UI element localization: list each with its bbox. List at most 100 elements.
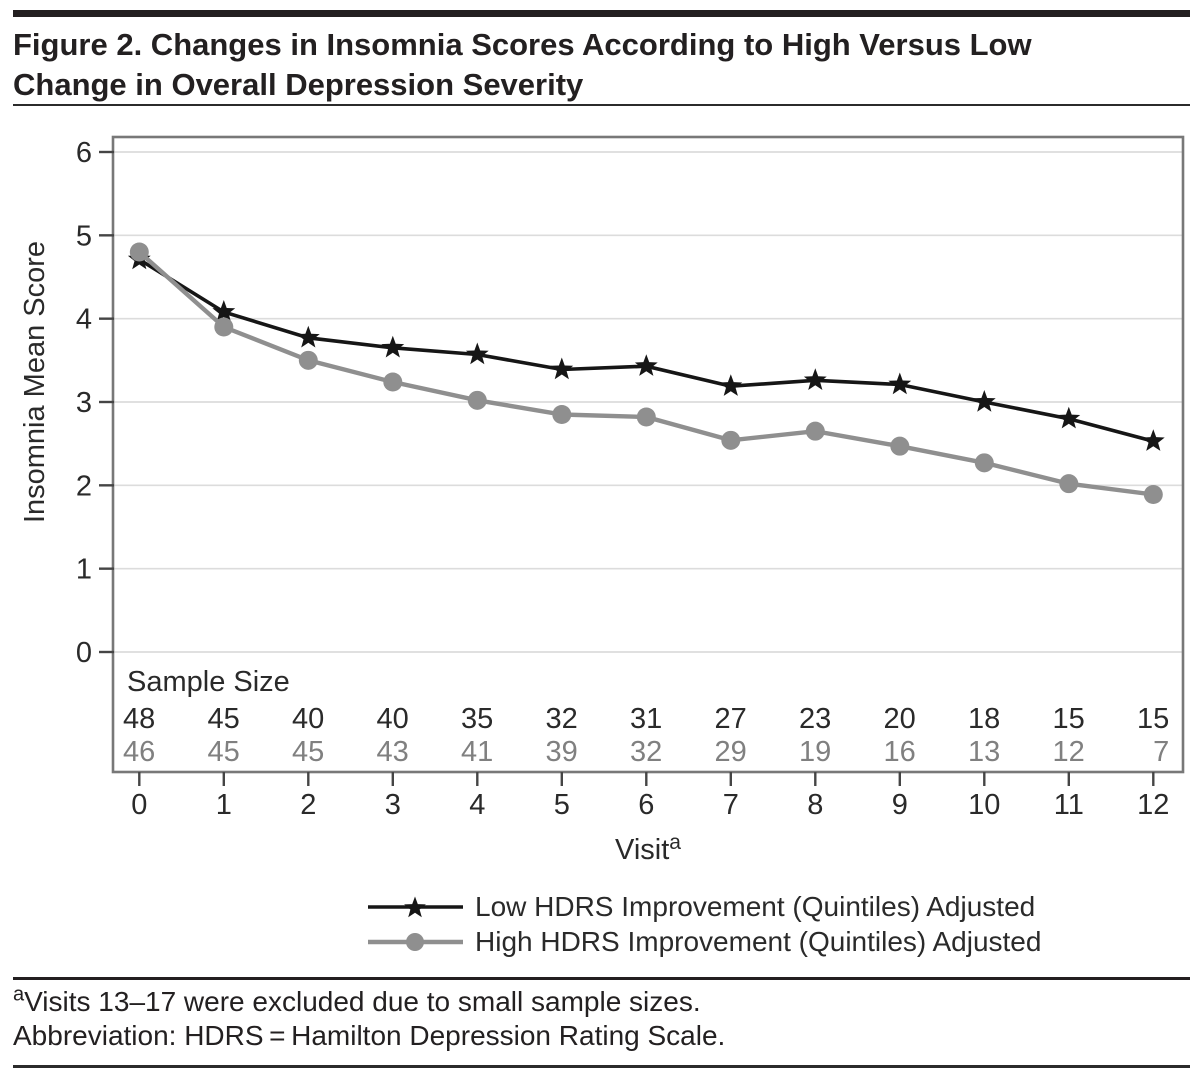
- circle-marker: [552, 405, 572, 424]
- svg-text:45: 45: [208, 736, 240, 768]
- figure-title: Figure 2. Changes in Insomnia Scores Acc…: [13, 25, 1188, 105]
- circle-marker: [721, 430, 741, 450]
- x-axis: 0 1 2 3 4 5 6 7 8 9 10 11 12: [131, 772, 1169, 821]
- footnote-rule: [13, 977, 1190, 980]
- star-marker: [888, 372, 912, 395]
- svg-text:4: 4: [469, 789, 485, 821]
- svg-text:0: 0: [131, 789, 147, 821]
- svg-text:23: 23: [799, 703, 831, 735]
- footnote-2-text: Abbreviation: HDRS = Hamilton Depression…: [13, 1020, 726, 1051]
- series-high-hdrs: [129, 242, 1163, 504]
- legend-marker-high-circle-icon: [368, 928, 463, 956]
- svg-text:2: 2: [300, 789, 316, 821]
- circle-marker: [298, 350, 318, 370]
- svg-text:45: 45: [208, 703, 240, 735]
- svg-text:6: 6: [76, 137, 92, 169]
- footnote-2: Abbreviation: HDRS = Hamilton Depression…: [13, 1019, 1188, 1053]
- svg-text:2: 2: [76, 470, 92, 502]
- svg-text:15: 15: [1053, 703, 1085, 735]
- gridlines: [113, 151, 1183, 653]
- circle-marker: [1059, 474, 1079, 494]
- circle-marker: [805, 421, 825, 441]
- circle-marker: [890, 436, 910, 456]
- star-marker: [212, 300, 236, 322]
- legend-marker-low-star-icon: [368, 893, 463, 921]
- svg-text:29: 29: [715, 736, 747, 768]
- chart-legend: Low HDRS Improvement (Quintiles) Adjuste…: [368, 891, 1041, 958]
- svg-text:39: 39: [546, 736, 578, 768]
- star-marker: [634, 354, 658, 376]
- svg-text:9: 9: [892, 789, 908, 821]
- circle-marker: [467, 390, 487, 410]
- svg-text:40: 40: [292, 703, 324, 735]
- svg-text:15: 15: [1137, 703, 1169, 735]
- star-marker: [1141, 429, 1165, 451]
- svg-text:1: 1: [76, 554, 92, 586]
- circle-marker: [1143, 485, 1163, 504]
- star-marker: [803, 368, 827, 390]
- circle-marker: [214, 317, 234, 337]
- circle-marker: [383, 372, 403, 392]
- svg-text:4: 4: [76, 304, 92, 336]
- star-marker: [296, 325, 320, 348]
- footnote-1: aVisits 13–17 were excluded due to small…: [13, 985, 1188, 1019]
- svg-text:7: 7: [1153, 736, 1169, 768]
- legend-label-low: Low HDRS Improvement (Quintiles) Adjuste…: [475, 891, 1036, 922]
- y-axis: 0 1 2 3 4 5 6: [76, 137, 114, 669]
- figure-title-line2: Change in Overall Depression Severity: [13, 67, 584, 102]
- footnote-1-text: Visits 13–17 were excluded due to small …: [24, 986, 701, 1017]
- svg-text:46: 46: [123, 736, 155, 768]
- y-axis-title: Insomnia Mean Score: [19, 241, 51, 523]
- svg-text:41: 41: [461, 736, 493, 768]
- svg-text:31: 31: [630, 703, 662, 735]
- svg-text:13: 13: [968, 736, 1000, 768]
- legend-row-low: Low HDRS Improvement (Quintiles) Adjuste…: [368, 891, 1041, 923]
- svg-text:5: 5: [554, 789, 570, 821]
- circle-marker: [636, 407, 656, 427]
- svg-text:5: 5: [76, 220, 92, 252]
- svg-text:12: 12: [1053, 736, 1085, 768]
- star-marker: [465, 342, 489, 365]
- svg-text:18: 18: [968, 703, 1000, 735]
- circle-marker: [129, 242, 149, 262]
- x-axis-title: Visita: [615, 831, 681, 865]
- svg-text:32: 32: [546, 703, 578, 735]
- svg-text:40: 40: [377, 703, 409, 735]
- bottom-rule: [13, 1065, 1190, 1068]
- svg-text:43: 43: [377, 736, 409, 768]
- svg-text:8: 8: [807, 789, 823, 821]
- title-rule: [13, 104, 1190, 106]
- svg-text:35: 35: [461, 703, 493, 735]
- svg-text:27: 27: [715, 703, 747, 735]
- svg-text:12: 12: [1137, 789, 1169, 821]
- circle-marker: [974, 453, 994, 473]
- svg-text:1: 1: [216, 789, 232, 821]
- svg-text:45: 45: [292, 736, 324, 768]
- svg-text:0: 0: [76, 637, 92, 669]
- sample-size-title: Sample Size: [127, 666, 290, 698]
- legend-row-high: High HDRS Improvement (Quintiles) Adjust…: [368, 926, 1041, 958]
- svg-text:19: 19: [799, 736, 831, 768]
- svg-text:32: 32: [630, 736, 662, 768]
- svg-text:11: 11: [1054, 789, 1084, 821]
- footnote-1-marker: a: [13, 983, 25, 1006]
- star-marker: [381, 335, 405, 358]
- svg-text:10: 10: [968, 789, 1000, 821]
- svg-text:16: 16: [884, 736, 916, 768]
- svg-text:7: 7: [723, 789, 739, 821]
- footnotes: aVisits 13–17 were excluded due to small…: [13, 985, 1188, 1053]
- svg-text:3: 3: [385, 789, 401, 821]
- star-marker: [719, 374, 743, 396]
- star-marker: [1057, 406, 1081, 429]
- star-marker: [550, 357, 574, 380]
- svg-text:48: 48: [123, 703, 155, 735]
- chart-area: 0 1 2 3 4 5 6 0 1 2 3 4 5 6 7 8 9 10 11 12 Insomnia Mean Sco…: [0, 120, 1204, 866]
- top-rule: [13, 10, 1190, 17]
- svg-text:6: 6: [638, 789, 654, 821]
- plot-frame: [111, 135, 1185, 774]
- figure-title-line1: Figure 2. Changes in Insomnia Scores Acc…: [13, 27, 1032, 62]
- legend-label-high: High HDRS Improvement (Quintiles) Adjust…: [475, 926, 1042, 957]
